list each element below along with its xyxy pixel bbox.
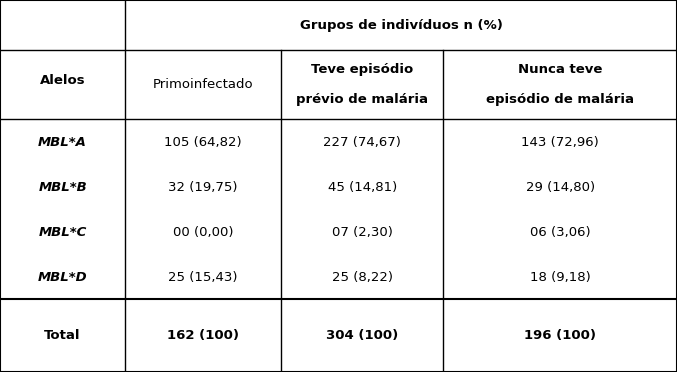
Text: 25 (15,43): 25 (15,43) [169,271,238,283]
Text: 196 (100): 196 (100) [524,329,596,342]
Text: 25 (8,22): 25 (8,22) [332,271,393,283]
Text: 29 (14,80): 29 (14,80) [525,182,595,194]
Text: Alelos: Alelos [40,74,85,87]
Text: 06 (3,06): 06 (3,06) [530,226,590,239]
Text: Primoinfectado: Primoinfectado [153,78,253,91]
Text: 45 (14,81): 45 (14,81) [328,182,397,194]
Text: 143 (72,96): 143 (72,96) [521,136,599,149]
Text: 227 (74,67): 227 (74,67) [323,136,401,149]
Text: 304 (100): 304 (100) [326,329,398,342]
Text: 162 (100): 162 (100) [167,329,239,342]
Text: 105 (64,82): 105 (64,82) [165,136,242,149]
Text: MBL*A: MBL*A [38,136,87,149]
Text: 00 (0,00): 00 (0,00) [173,226,234,239]
Text: 18 (9,18): 18 (9,18) [530,271,590,283]
Text: Grupos de indivíduos n (%): Grupos de indivíduos n (%) [300,19,502,32]
Text: 32 (19,75): 32 (19,75) [169,182,238,194]
Text: Teve episódio

prévio de malária: Teve episódio prévio de malária [297,63,428,106]
Text: Total: Total [45,329,81,342]
Text: MBL*B: MBL*B [38,182,87,194]
Text: MBL*D: MBL*D [38,271,87,283]
Text: MBL*C: MBL*C [39,226,87,239]
Text: 07 (2,30): 07 (2,30) [332,226,393,239]
Text: Nunca teve

episódio de malária: Nunca teve episódio de malária [486,63,634,106]
